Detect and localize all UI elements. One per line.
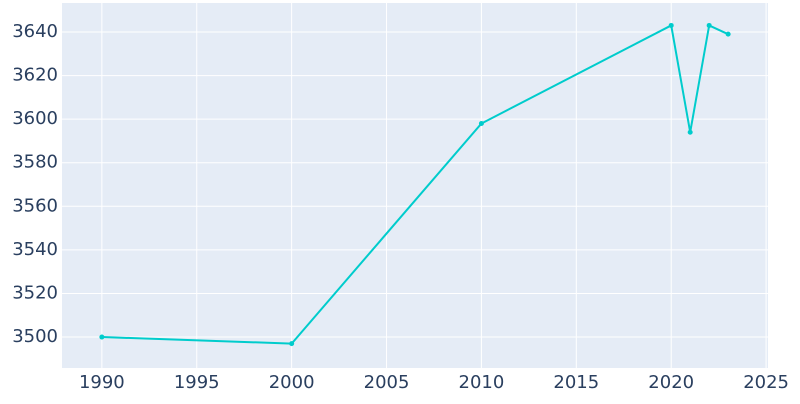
point [99, 334, 105, 340]
y-tick-label: 3520 [12, 282, 58, 303]
y-tick-label: 3560 [12, 195, 58, 216]
plot-area [62, 3, 768, 368]
y-tick-label: 3640 [12, 21, 58, 42]
y-tick-label: 3580 [12, 152, 58, 173]
point [289, 341, 295, 347]
x-tick-label: 1990 [79, 372, 125, 393]
y-tick-label: 3540 [12, 239, 58, 260]
point [687, 129, 693, 135]
x-tick-label: 1995 [174, 372, 220, 393]
y-tick-label: 3620 [12, 65, 58, 86]
point [478, 121, 484, 127]
x-tick-label: 2015 [553, 372, 599, 393]
point [725, 31, 731, 37]
x-tick-label: 2020 [648, 372, 694, 393]
x-tick-label: 2005 [364, 372, 410, 393]
x-tick-label: 2000 [269, 372, 315, 393]
y-tick-label: 3500 [12, 326, 58, 347]
x-tick-label: 2025 [743, 372, 789, 393]
point [668, 22, 674, 28]
point [706, 22, 712, 28]
x-tick-label: 2010 [459, 372, 505, 393]
y-tick-label: 3600 [12, 108, 58, 129]
